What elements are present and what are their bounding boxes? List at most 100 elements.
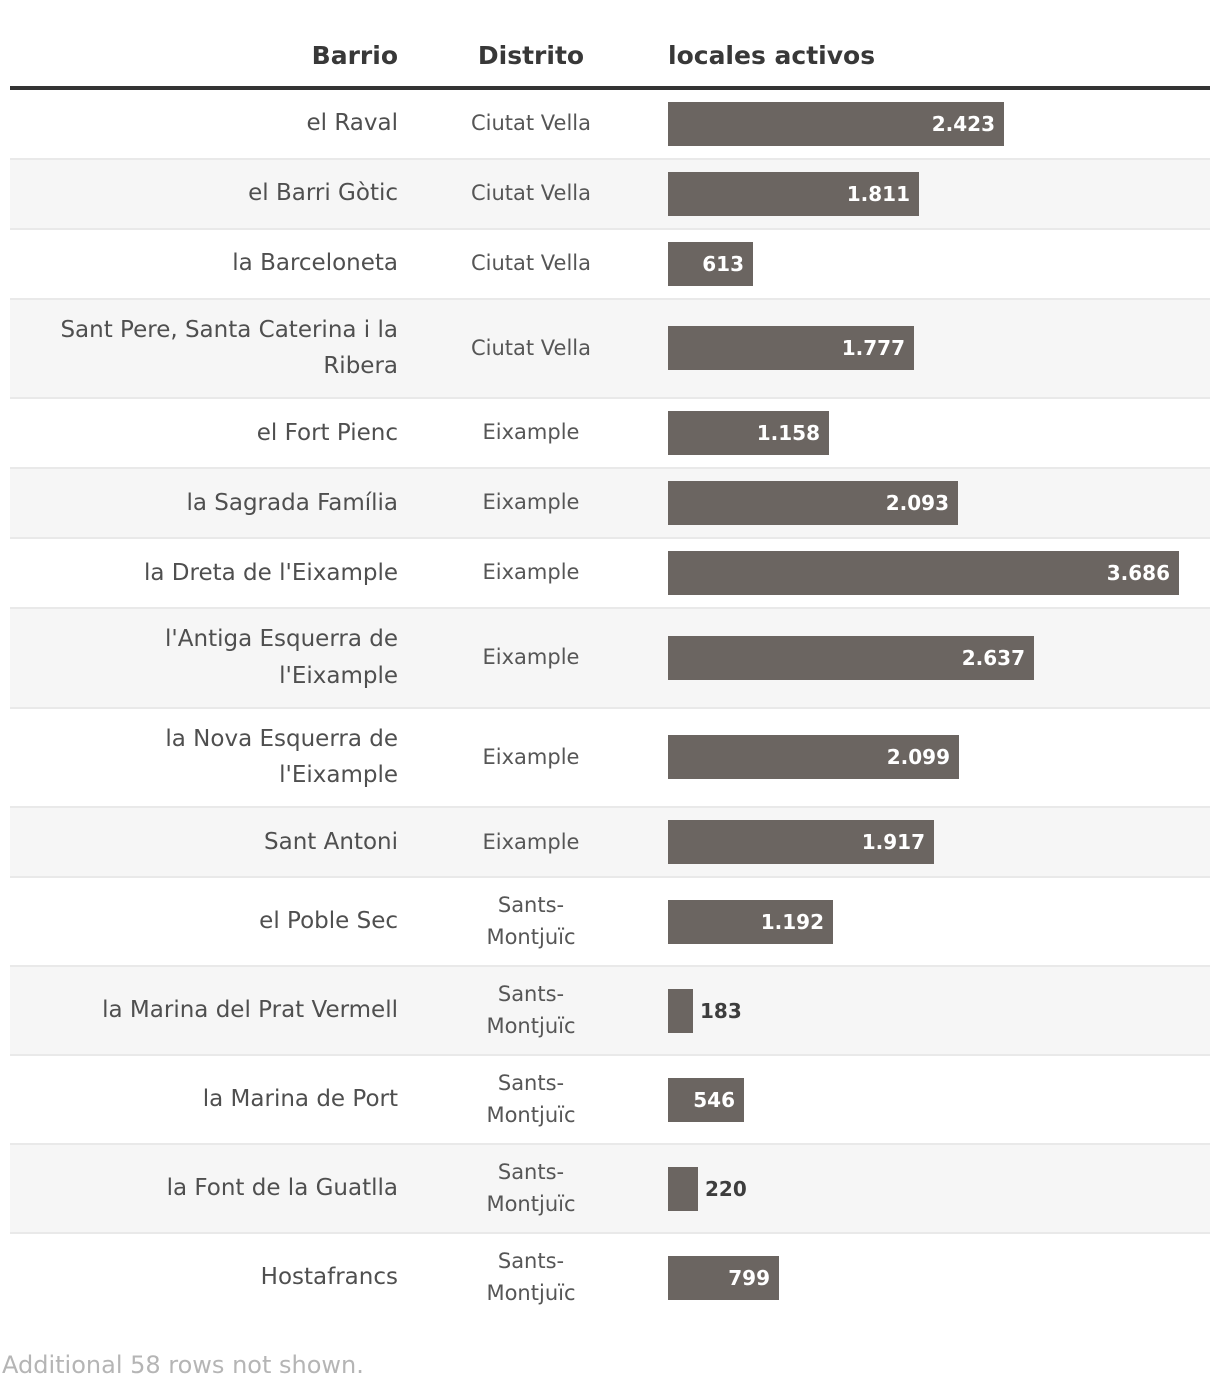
barrio-name: Sant Antoni bbox=[264, 828, 398, 855]
locales-activos-cell: 3.686 bbox=[662, 551, 1210, 596]
barrio-cell: la Nova Esquerra de l'Eixample bbox=[10, 721, 400, 795]
value-bar: 2.093 bbox=[668, 481, 958, 526]
locales-activos-cell: 2.099 bbox=[662, 735, 1210, 780]
value-bar: 1.917 bbox=[668, 820, 934, 865]
value-bar: 613 bbox=[668, 241, 753, 286]
locales-activos-cell: 2.637 bbox=[662, 635, 1210, 680]
barrio-name: el Poble Sec bbox=[259, 908, 398, 935]
table-row: la Sagrada Família Eixample 2.093 bbox=[10, 467, 1210, 540]
barrio-name: Hostafrancs bbox=[260, 1264, 398, 1291]
value-bar: 1.811 bbox=[668, 171, 919, 216]
barrio-cell: la Barceloneta bbox=[10, 245, 400, 282]
barrio-cell: el Poble Sec bbox=[10, 903, 400, 940]
distrito-name: Sants-Montjuïc bbox=[486, 1071, 576, 1127]
bar-value-label-inside: 613 bbox=[702, 251, 744, 276]
distrito-name: Sants-Montjuïc bbox=[486, 1249, 576, 1305]
table-row: la Barceloneta Ciutat Vella 613 bbox=[10, 229, 1210, 298]
value-bar: 799 bbox=[668, 1255, 779, 1300]
barrio-cell: la Marina de Port bbox=[10, 1081, 400, 1118]
locales-activos-cell: 546 bbox=[662, 1077, 1210, 1122]
barrio-cell: Sant Antoni bbox=[10, 824, 400, 861]
distrito-name: Ciutat Vella bbox=[470, 110, 591, 135]
bar-value-label-inside: 2.637 bbox=[961, 645, 1025, 670]
table-row: la Nova Esquerra de l'Eixample Eixample … bbox=[10, 708, 1210, 807]
table-row: el Fort Pienc Eixample 1.158 bbox=[10, 399, 1210, 468]
value-bar: 1.158 bbox=[668, 411, 829, 456]
barrio-name: l'Antiga Esquerra de l'Eixample bbox=[165, 626, 398, 689]
truncation-note: Additional 58 rows not shown. bbox=[2, 1351, 364, 1379]
bar-value-label-inside: 2.423 bbox=[931, 111, 995, 136]
value-bar bbox=[668, 988, 693, 1033]
distrito-name: Eixample bbox=[482, 490, 580, 515]
barrio-name: Sant Pere, Santa Caterina i la Ribera bbox=[60, 316, 398, 380]
table-row: el Poble Sec Sants-Montjuïc 1.192 bbox=[10, 878, 1210, 966]
distrito-cell: Eixample bbox=[400, 642, 662, 674]
distrito-name: Sants-Montjuïc bbox=[486, 1160, 576, 1216]
bar-value-label-inside: 1.777 bbox=[841, 336, 905, 361]
locales-activos-cell: 220 bbox=[662, 1166, 1210, 1211]
locales-activos-cell: 2.423 bbox=[662, 101, 1210, 146]
bar-value-label-inside: 3.686 bbox=[1106, 561, 1170, 586]
barrio-name: la Nova Esquerra de l'Eixample bbox=[165, 725, 398, 789]
barrio-cell: Sant Pere, Santa Caterina i la Ribera bbox=[10, 312, 400, 386]
distrito-name: Eixample bbox=[482, 420, 580, 445]
barrio-name: la Barceloneta bbox=[232, 250, 398, 277]
bar-value-label-inside: 2.093 bbox=[885, 491, 949, 516]
bar-value-label-outside: 183 bbox=[700, 998, 742, 1023]
bar-value-label-inside: 1.192 bbox=[760, 909, 824, 934]
distrito-cell: Ciutat Vella bbox=[400, 108, 662, 140]
value-bar: 546 bbox=[668, 1077, 744, 1122]
column-header-distrito: Distrito bbox=[477, 41, 585, 70]
bar-value-label-inside: 1.811 bbox=[846, 181, 910, 206]
distrito-name: Eixample bbox=[482, 645, 580, 670]
distrito-name: Ciutat Vella bbox=[470, 180, 591, 205]
barrio-name: el Fort Pienc bbox=[256, 419, 398, 446]
bar-value-label-inside: 546 bbox=[693, 1087, 735, 1112]
bar-value-label-inside: 1.917 bbox=[861, 830, 925, 855]
distrito-cell: Eixample bbox=[400, 417, 662, 449]
locales-table: Barrio Distrito locales activos el Raval… bbox=[10, 0, 1210, 1322]
barrio-cell: el Raval bbox=[10, 105, 400, 142]
locales-activos-cell: 1.811 bbox=[662, 171, 1210, 216]
column-header-locales-activos: locales activos bbox=[668, 41, 876, 70]
distrito-name: Ciutat Vella bbox=[470, 335, 591, 360]
value-bar: 1.192 bbox=[668, 899, 833, 944]
table-row: la Dreta de l'Eixample Eixample 3.686 bbox=[10, 539, 1210, 608]
barrio-cell: el Barri Gòtic bbox=[10, 175, 400, 212]
locales-activos-cell: 1.192 bbox=[662, 899, 1210, 944]
bar-value-label-outside: 220 bbox=[705, 1176, 747, 1201]
distrito-cell: Eixample bbox=[400, 742, 662, 774]
distrito-name: Eixample bbox=[482, 829, 580, 854]
distrito-cell: Sants-Montjuïc bbox=[400, 890, 662, 953]
locales-activos-cell: 2.093 bbox=[662, 481, 1210, 526]
value-bar bbox=[668, 1166, 698, 1211]
barrio-cell: la Font de la Guatlla bbox=[10, 1170, 400, 1207]
value-bar: 2.637 bbox=[668, 635, 1034, 680]
distrito-cell: Sants-Montjuïc bbox=[400, 1246, 662, 1309]
bar-value-label-inside: 1.158 bbox=[756, 421, 820, 446]
column-header-barrio: Barrio bbox=[311, 41, 398, 70]
distrito-cell: Sants-Montjuïc bbox=[400, 979, 662, 1042]
barrio-name: la Marina de Port bbox=[202, 1086, 398, 1113]
value-bar: 2.099 bbox=[668, 735, 959, 780]
table-row: Sant Pere, Santa Caterina i la Ribera Ci… bbox=[10, 297, 1210, 400]
table-header: Barrio Distrito locales activos bbox=[10, 0, 1210, 90]
barrio-name: la Sagrada Família bbox=[186, 489, 398, 516]
barrio-name: la Marina del Prat Vermell bbox=[102, 997, 398, 1024]
locales-activos-cell: 1.777 bbox=[662, 326, 1210, 371]
value-bar: 1.777 bbox=[668, 326, 914, 371]
barrio-cell: el Fort Pienc bbox=[10, 415, 400, 452]
distrito-cell: Sants-Montjuïc bbox=[400, 1068, 662, 1131]
distrito-cell: Ciutat Vella bbox=[400, 248, 662, 280]
locales-activos-cell: 613 bbox=[662, 241, 1210, 286]
barrio-cell: Hostafrancs bbox=[10, 1259, 400, 1296]
value-bar: 3.686 bbox=[668, 551, 1179, 596]
table-row: la Marina de Port Sants-Montjuïc 546 bbox=[10, 1056, 1210, 1144]
table-row: Sant Antoni Eixample 1.917 bbox=[10, 806, 1210, 879]
table-row: el Barri Gòtic Ciutat Vella 1.811 bbox=[10, 157, 1210, 230]
distrito-cell: Eixample bbox=[400, 827, 662, 859]
distrito-name: Sants-Montjuïc bbox=[486, 982, 576, 1038]
table-body: el Raval Ciutat Vella 2.423 el Barri Gòt… bbox=[10, 89, 1210, 1322]
distrito-cell: Eixample bbox=[400, 557, 662, 589]
table-row: la Marina del Prat Vermell Sants-Montjuï… bbox=[10, 965, 1210, 1057]
